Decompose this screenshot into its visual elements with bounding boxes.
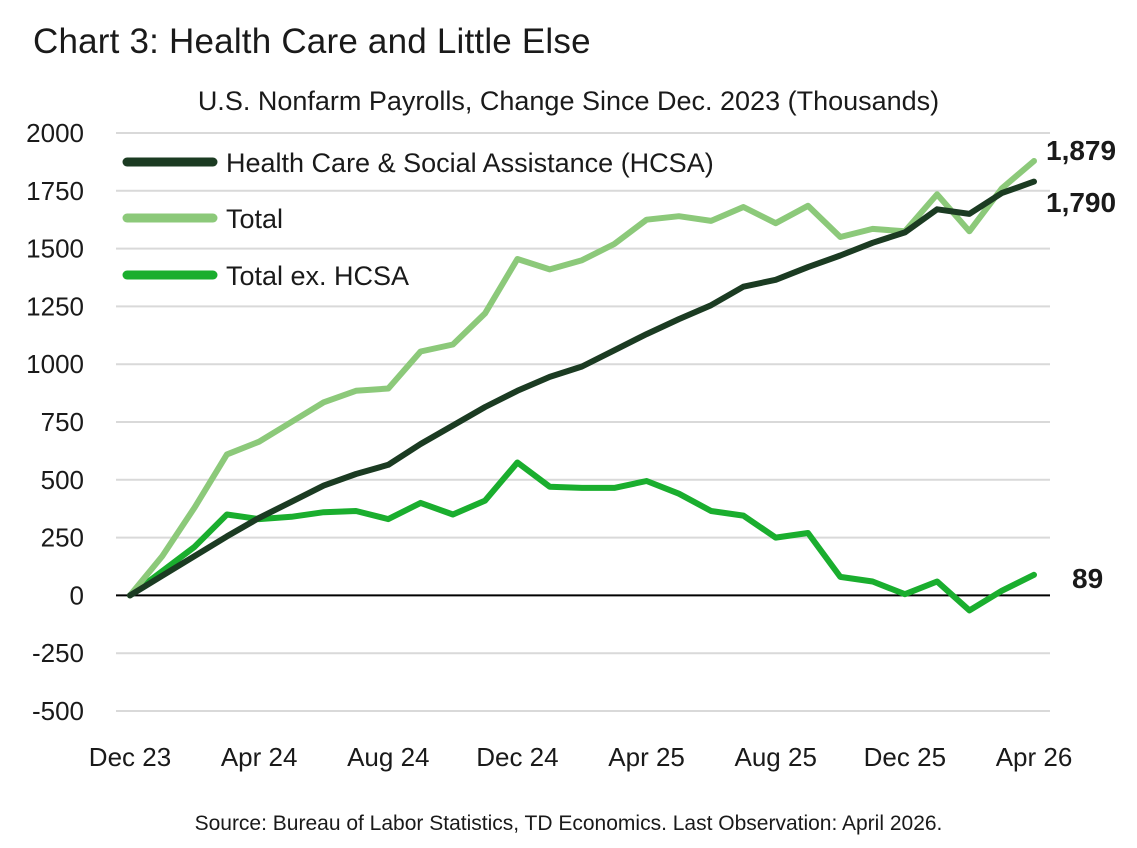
y-tick-label: 1500	[26, 234, 84, 264]
end-labels: 1,790 1,879 89	[1046, 135, 1116, 594]
end-value-label: 89	[1072, 563, 1103, 594]
chart-title: Chart 3: Health Care and Little Else	[33, 22, 591, 61]
y-tick-label: 0	[70, 580, 84, 610]
y-tick-label: 250	[41, 523, 84, 553]
x-tick-label: Aug 25	[735, 742, 817, 772]
y-tick-label: 1750	[26, 176, 84, 206]
y-tick-label: 750	[41, 407, 84, 437]
x-tick-label: Aug 24	[347, 742, 429, 772]
x-tick-label: Dec 23	[89, 742, 171, 772]
x-tick-label: Apr 25	[608, 742, 685, 772]
legend-label: Health Care & Social Assistance (HCSA)	[226, 148, 714, 178]
series-line-hcsa	[127, 178, 1037, 599]
source-note: Source: Bureau of Labor Statistics, TD E…	[194, 812, 943, 835]
y-tick-label: -500	[32, 696, 84, 726]
x-tick-label: Dec 25	[864, 742, 946, 772]
y-tick-label: 1250	[26, 291, 84, 321]
y-axis-tick-labels: -500 -250 0 250 500 750 1000 1250 1500 1750 2000	[26, 118, 84, 726]
x-tick-label: Apr 26	[996, 742, 1073, 772]
y-tick-label: 1000	[26, 349, 84, 379]
x-tick-label: Apr 24	[221, 742, 298, 772]
x-axis-tick-labels: Dec 23 Apr 24 Aug 24 Dec 24 Apr 25 Aug 25 Dec …	[89, 742, 1073, 772]
y-tick-label: -250	[32, 638, 84, 668]
legend-label: Total ex. HCSA	[226, 261, 409, 291]
series-line-total	[127, 158, 1037, 599]
series-lines	[127, 158, 1037, 614]
y-tick-label: 500	[41, 465, 84, 495]
x-tick-label: Dec 24	[476, 742, 558, 772]
series-line-total-ex-hcsa	[127, 459, 1037, 614]
end-value-label: 1,879	[1046, 135, 1116, 166]
legend-label: Total	[226, 204, 283, 234]
y-tick-label: 2000	[26, 118, 84, 148]
end-value-label: 1,790	[1046, 187, 1116, 218]
chart-subtitle: U.S. Nonfarm Payrolls, Change Since Dec.…	[197, 86, 940, 116]
legend: Health Care & Social Assistance (HCSA) To…	[122, 148, 714, 291]
